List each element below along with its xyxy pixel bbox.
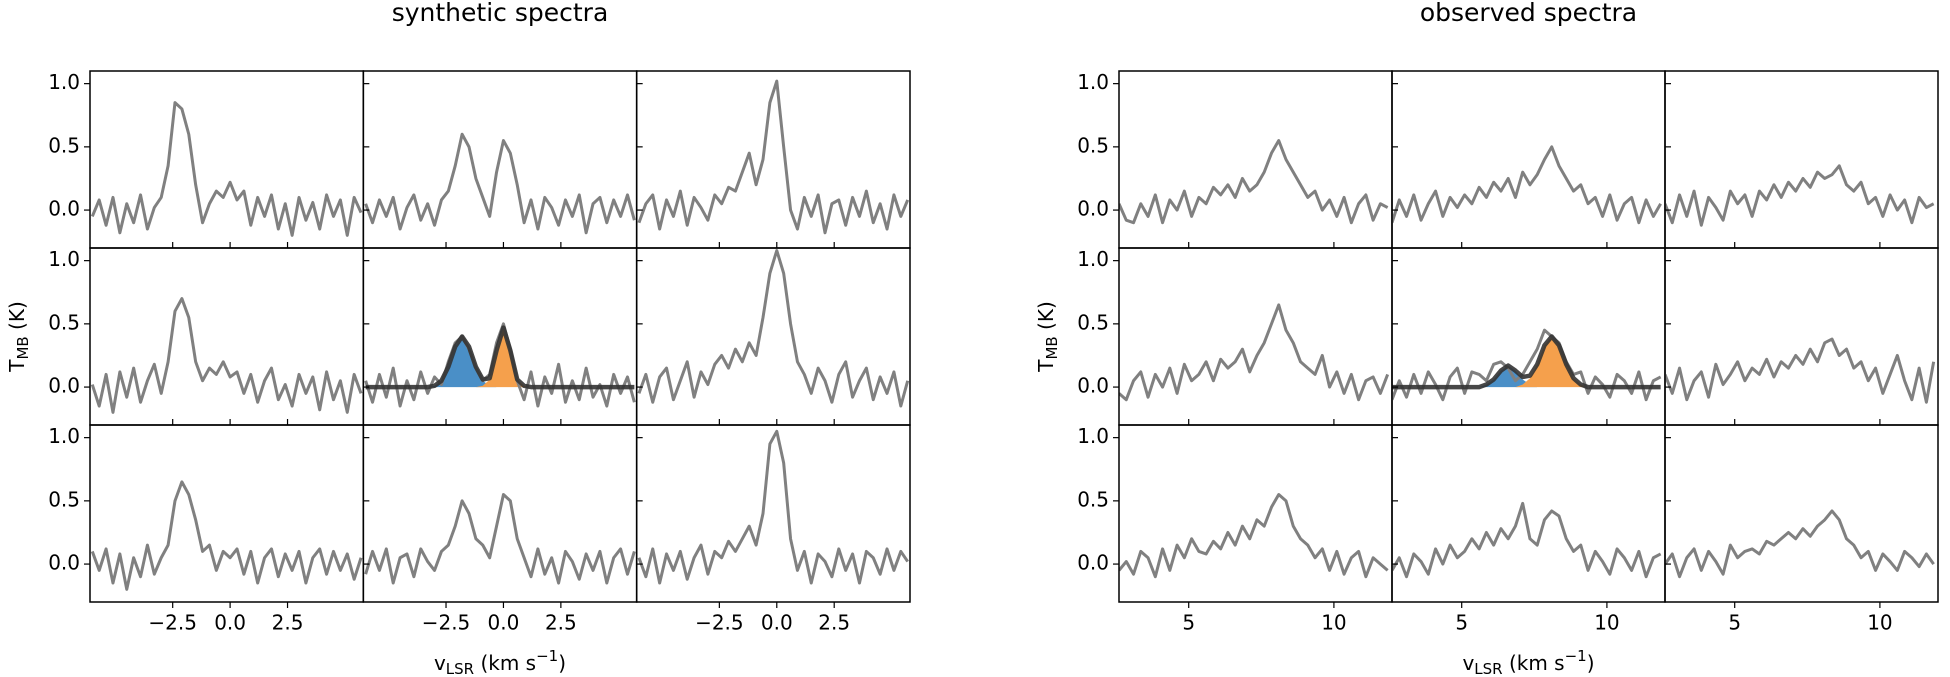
spectrum-line (1665, 509, 1935, 579)
y-axis-label: TMB (K) (5, 301, 32, 373)
panel-frame (1664, 424, 1939, 603)
panel-frame (635, 424, 911, 603)
x-tick-label: 0.0 (761, 611, 793, 635)
y-tick-label: 0.0 (1077, 197, 1109, 221)
label-part: LSR (1474, 660, 1502, 677)
component-area (365, 327, 635, 388)
y-tick-label: 0.5 (48, 487, 80, 511)
panel-frame (1118, 247, 1393, 426)
spectrum-line (637, 249, 910, 408)
panel-frame (1391, 424, 1666, 603)
spectrum-line (364, 132, 636, 235)
label-part: −1 (536, 647, 558, 665)
x-tick-label: −2.5 (695, 611, 744, 635)
spectrum-line (90, 480, 363, 591)
spectrum-line (1665, 337, 1936, 404)
label-part: (K) (5, 301, 29, 336)
y-tick-label: 1.0 (48, 247, 80, 271)
y-tick-label: 1.0 (48, 424, 80, 448)
x-tick-label: −2.5 (148, 611, 197, 635)
panel-frame (1664, 70, 1939, 249)
x-tick-label: 10 (1594, 611, 1619, 635)
label-part: MB (14, 336, 32, 359)
x-tick-label: 0.0 (214, 611, 246, 635)
label-part: (km s (474, 651, 536, 675)
x-tick-label: 2.5 (272, 611, 304, 635)
y-tick-label: 0.5 (1077, 487, 1109, 511)
fit-line (365, 325, 635, 390)
panel-frame (1391, 70, 1666, 249)
y-tick-label: 0.0 (48, 374, 80, 398)
spectrum-line (90, 101, 363, 237)
x-tick-label: 10 (1321, 611, 1346, 635)
x-tick-label: −2.5 (422, 611, 471, 635)
label-part: (K) (1034, 301, 1058, 336)
y-tick-label: 1.0 (1077, 247, 1109, 271)
panel-frame (1664, 247, 1939, 426)
x-tick-label: 5 (1455, 611, 1468, 635)
spectrum-line (637, 429, 909, 585)
y-tick-label: 0.0 (1077, 374, 1109, 398)
x-axis-label: vLSR (km s−1) (1462, 647, 1594, 677)
y-tick-label: 0.5 (1077, 310, 1109, 334)
label-part: (km s (1503, 651, 1565, 675)
label-part: MB (1043, 336, 1061, 359)
y-tick-label: 0.5 (48, 310, 80, 334)
y-tick-label: 1.0 (48, 70, 80, 94)
x-tick-label: 0.0 (488, 611, 520, 635)
spectrum-line (1119, 493, 1389, 579)
x-tick-label: 10 (1867, 611, 1892, 635)
y-tick-label: 1.0 (1077, 70, 1109, 94)
label-part: ) (558, 651, 566, 675)
chart-title: observed spectra (1420, 0, 1637, 27)
x-axis-label: vLSR (km s−1) (434, 647, 566, 677)
label-part: ) (1587, 651, 1595, 675)
x-tick-label: 2.5 (545, 611, 577, 635)
y-tick-label: 1.0 (1077, 424, 1109, 448)
fit-line (1392, 334, 1661, 390)
y-tick-label: 0.5 (1077, 133, 1109, 157)
spectrum-line (364, 493, 636, 585)
x-tick-label: 5 (1182, 611, 1195, 635)
panel-frame (1118, 424, 1393, 603)
label-part: T (1034, 359, 1058, 373)
y-tick-label: 0.0 (1077, 551, 1109, 575)
label-part: v (1462, 651, 1474, 675)
label-part: v (434, 651, 446, 675)
x-tick-label: 5 (1728, 611, 1741, 635)
label-part: T (5, 359, 29, 373)
label-part: −1 (1565, 647, 1587, 665)
y-tick-label: 0.5 (48, 133, 80, 157)
y-tick-label: 0.0 (48, 551, 80, 575)
spectrum-line (1392, 501, 1662, 579)
panel-frame (635, 70, 911, 249)
y-tick-label: 0.0 (48, 197, 80, 221)
x-tick-label: 2.5 (818, 611, 850, 635)
label-part: LSR (446, 660, 474, 677)
spectrum-line (1119, 303, 1390, 402)
panel-frame (635, 247, 911, 426)
spectrum-line (90, 297, 363, 414)
spectrum-line (1119, 139, 1389, 225)
spectrum-line (637, 79, 910, 235)
panel-frame (1391, 247, 1666, 426)
y-axis-label: TMB (K) (1034, 301, 1061, 373)
spectrum-line (1392, 145, 1662, 225)
spectrum-line (1665, 164, 1935, 227)
chart-title: synthetic spectra (392, 0, 609, 27)
